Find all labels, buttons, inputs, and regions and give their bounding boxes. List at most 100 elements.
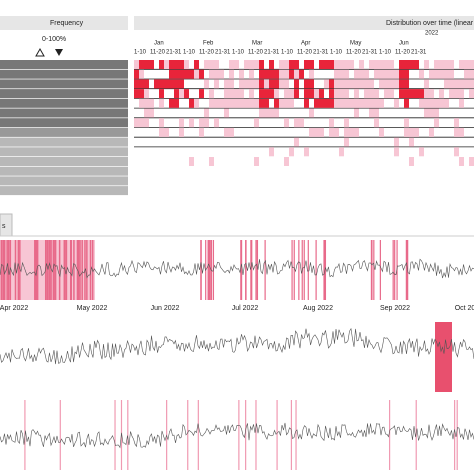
highlight-band: [86, 240, 88, 300]
heat-cell: [294, 118, 299, 128]
heat-cell: [224, 79, 229, 89]
heat-cell: [344, 69, 349, 79]
heat-cell: [264, 79, 269, 89]
heat-cell: [399, 69, 404, 79]
heat-cell: [414, 60, 419, 69]
heat-cell: [139, 118, 144, 128]
heat-cell: [349, 98, 354, 108]
frequency-row: [0, 60, 128, 69]
heat-cell: [454, 147, 459, 157]
heat-cell: [234, 60, 239, 69]
frequency-row: [0, 108, 128, 118]
heat-cell: [194, 60, 199, 69]
heat-cell: [439, 69, 444, 79]
highlight-band: [240, 240, 243, 300]
heat-cell: [189, 118, 194, 128]
heat-cell: [274, 108, 279, 118]
heat-cell: [354, 69, 359, 79]
heat-cell: [274, 79, 279, 89]
heat-cell: [264, 69, 269, 79]
heat-cell: [179, 89, 184, 99]
heat-cell: [199, 127, 204, 137]
heat-cell: [459, 98, 464, 108]
highlight-band: [315, 240, 317, 300]
heat-cell: [259, 69, 264, 79]
heat-cell: [399, 89, 404, 99]
heat-cell: [339, 98, 344, 108]
heat-cell: [264, 108, 269, 118]
heat-cell: [319, 127, 324, 137]
heat-cell: [354, 79, 359, 89]
highlight-band: [36, 240, 39, 300]
heat-cell: [454, 89, 459, 99]
heat-cell: [364, 89, 369, 99]
heat-cell: [354, 89, 359, 99]
heat-cell: [169, 69, 174, 79]
day-range-label: 1-10: [232, 50, 245, 56]
highlight-band: [240, 240, 242, 300]
heat-cell: [329, 89, 334, 99]
heat-cell: [144, 79, 149, 89]
heat-cell: [224, 98, 229, 108]
sort-ascending[interactable]: [35, 47, 45, 57]
heat-cell: [374, 89, 379, 99]
x-tick-label: May 2022: [77, 305, 108, 312]
day-range-label: 11-20: [150, 50, 166, 56]
heat-cell: [234, 98, 239, 108]
heat-cell: [334, 89, 339, 99]
heat-cell: [254, 157, 259, 166]
heat-cell: [434, 108, 439, 118]
heat-cell: [394, 98, 399, 108]
heat-cell: [384, 79, 389, 89]
heat-cell: [284, 89, 289, 99]
heat-cell: [164, 127, 169, 137]
signal-trace: [0, 327, 474, 365]
heat-cell: [249, 60, 254, 69]
heat-cell: [329, 79, 334, 89]
highlight-band: [19, 240, 21, 300]
heat-cell: [464, 69, 469, 79]
heat-cell: [309, 79, 314, 89]
frequency-range[interactable]: 0-100%: [42, 36, 66, 43]
heat-cell: [459, 79, 464, 89]
heat-cell: [134, 69, 139, 79]
heat-cell: [374, 69, 379, 79]
heat-cell: [359, 79, 364, 89]
heat-cell: [234, 89, 239, 99]
highlight-band: [298, 240, 300, 300]
heat-cell: [169, 98, 174, 108]
day-range-label: 1-10: [183, 50, 196, 56]
heat-cell: [424, 89, 429, 99]
heat-cell: [339, 147, 344, 157]
heat-cell: [464, 60, 469, 69]
day-range-label: 1-10: [281, 50, 294, 56]
highlight-band: [394, 240, 396, 300]
heat-cell: [269, 147, 274, 157]
heat-cell: [179, 79, 184, 89]
heat-cell: [399, 79, 404, 89]
heat-cell: [134, 118, 139, 128]
highlight-band: [73, 240, 75, 300]
heat-cell: [179, 69, 184, 79]
sort-descending[interactable]: [55, 49, 63, 56]
frequency-row: [0, 118, 128, 128]
heat-cell: [334, 98, 339, 108]
heat-cell: [289, 89, 294, 99]
heat-cell: [219, 98, 224, 108]
heat-cell: [149, 98, 154, 108]
distribution-title: Distribution over time (linear: [386, 20, 474, 27]
heat-cell: [344, 98, 349, 108]
highlight-band: [392, 240, 394, 300]
heat-cell: [334, 60, 339, 69]
heat-cell: [444, 98, 449, 108]
heat-cell: [309, 127, 314, 137]
tab-label[interactable]: s: [2, 223, 6, 230]
heat-cell: [469, 60, 474, 69]
heat-cell: [419, 98, 424, 108]
heat-cell: [139, 98, 144, 108]
heat-cell: [459, 60, 464, 69]
heat-cell: [379, 69, 384, 79]
heat-cell: [294, 60, 299, 69]
heat-cell: [159, 127, 164, 137]
heat-cell: [464, 79, 469, 89]
